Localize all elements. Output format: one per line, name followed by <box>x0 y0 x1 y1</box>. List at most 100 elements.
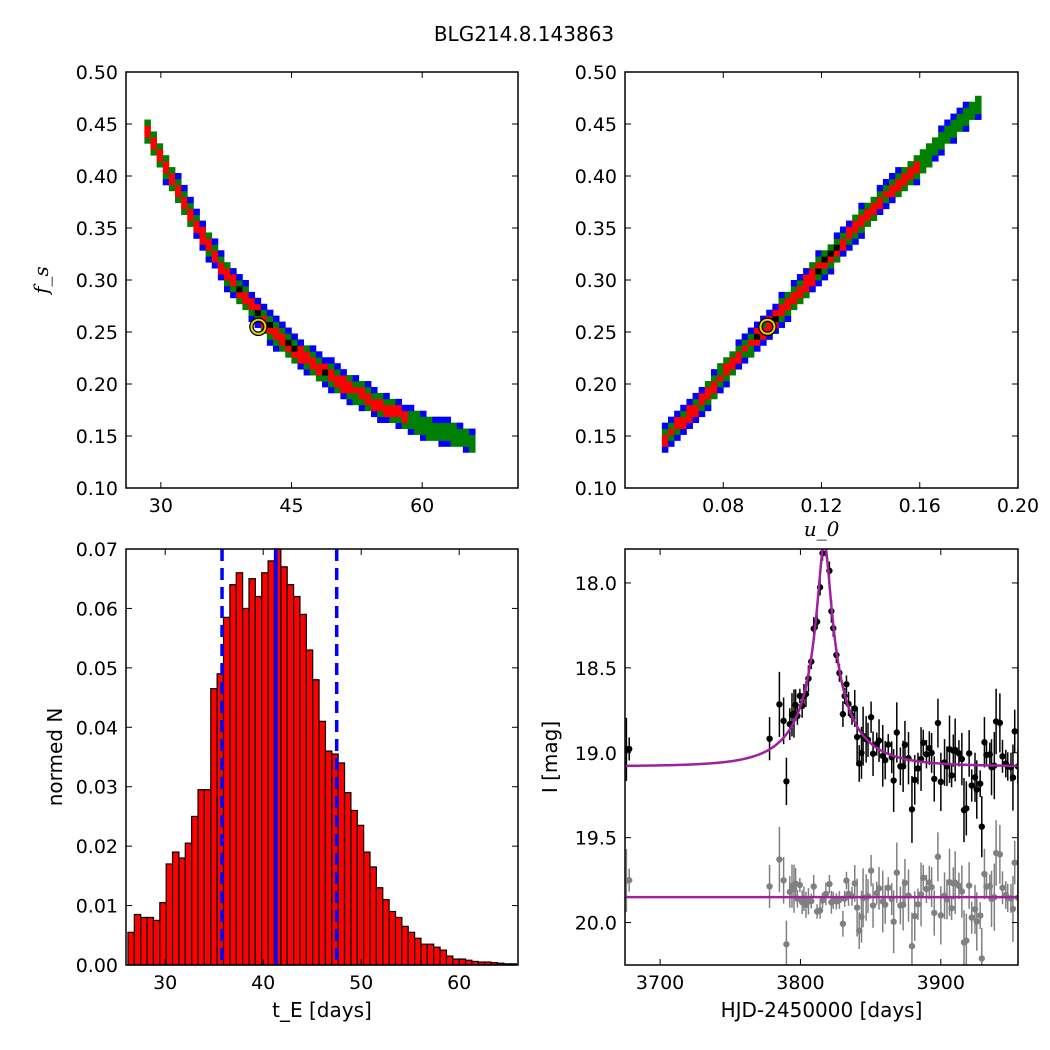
te-fs-heatmap-cell <box>352 398 360 406</box>
u0-fs-ytick-label: 0.30 <box>575 270 617 292</box>
hist-bar <box>210 688 218 966</box>
u0-fs-heatmap-cell <box>907 161 915 168</box>
hist-bar <box>375 887 384 966</box>
u0-fs-heatmap-cell <box>950 131 957 138</box>
u0-fs-heatmap-cell <box>925 143 933 150</box>
u0-fs-heatmap-cell <box>870 214 878 221</box>
te-fs-heatmap-cell <box>322 375 329 382</box>
u0-fs-ytick-label: 0.45 <box>575 114 617 136</box>
hist-bar <box>292 595 301 966</box>
te-fs-heatmap-cell <box>456 434 464 441</box>
u0-fs-best-fit-marker <box>759 318 776 335</box>
u0-fs-heatmap-cell <box>661 434 669 441</box>
lc-residual-point <box>780 877 787 884</box>
u0-fs-heatmap-cell <box>698 386 706 394</box>
te-fs-heatmap-cell <box>144 125 151 132</box>
te-fs-heatmap-cell <box>211 256 219 263</box>
te-fs-heatmap-cell <box>193 226 200 233</box>
lc-data-point <box>955 750 963 757</box>
te-fs-heatmap-cell <box>175 173 182 180</box>
te-fs-heatmap-cell <box>407 416 415 424</box>
u0-fs-heatmap-cell <box>661 446 669 453</box>
te-fs-heatmap-cell <box>383 398 390 406</box>
u0-fs-ytick-label: 0.25 <box>575 322 617 344</box>
te-fs-heatmap-cell <box>217 262 225 269</box>
u0-fs-heatmap-cell <box>723 357 730 364</box>
te-fs-heatmap-cell <box>242 297 249 305</box>
u0-fs-heatmap-cell <box>778 303 786 311</box>
te-fs-heatmap-cell <box>217 274 225 281</box>
lc-residual-point <box>808 897 815 905</box>
panel-light-curve: 3700 3800 3900 18.0 18.5 19.0 19.5 20.0 I [mag] H… <box>538 548 1019 1022</box>
lc-residual-point <box>819 897 826 904</box>
lc-residual-point <box>853 904 861 911</box>
te-fs-heatmap-cell <box>211 244 219 251</box>
hist-bar <box>184 842 193 966</box>
lc-residual-point <box>890 918 897 925</box>
te-fs-ytick-label: 0.40 <box>76 166 118 188</box>
te-fs-heatmap-cell <box>254 303 262 311</box>
u0-fs-ytick-label: 0.50 <box>575 62 617 84</box>
te-fs-ylabel: f_s <box>29 266 53 296</box>
lc-residual-point <box>955 882 963 890</box>
lc-residual-point <box>911 912 918 920</box>
te-fs-heatmap-cell <box>248 315 256 322</box>
te-fs-heatmap-cell <box>181 202 188 210</box>
u0-fs-heatmap-cell <box>858 232 865 239</box>
hist-bar <box>382 899 390 966</box>
u0-fs-heatmap-cell <box>796 291 804 299</box>
te-fs-heatmap-cell <box>469 434 476 441</box>
u0-fs-heatmap-cell <box>833 232 841 239</box>
lc-data-point <box>869 750 877 757</box>
hist-bar <box>159 901 167 966</box>
lc-data-point <box>999 753 1006 760</box>
lc-data-point <box>881 756 889 764</box>
u0-fs-heatmap-cell <box>815 262 822 269</box>
u0-fs-heatmap-cell <box>692 416 700 424</box>
lc-residual-point <box>965 882 973 889</box>
u0-fs-heatmap-cell <box>846 232 853 239</box>
u0-fs-heatmap-cell <box>784 315 792 322</box>
te-fs-heatmap-cell <box>352 386 360 394</box>
hist-bar <box>242 607 250 966</box>
hist-bar <box>267 560 276 966</box>
lc-residual-point <box>1011 859 1018 866</box>
hist-bars <box>127 548 518 966</box>
te-fs-heatmap-cell <box>426 434 433 441</box>
lc-data-point <box>976 780 984 787</box>
te-fs-ytick-label: 0.25 <box>76 322 118 344</box>
te-fs-heatmap-cell <box>322 357 329 364</box>
te-fs-heatmap-cell <box>230 274 237 281</box>
u0-fs-heatmap-cell <box>932 149 939 156</box>
lc-data-point <box>908 806 916 813</box>
te-fs-ytick-label: 0.45 <box>76 114 118 136</box>
hist-ylabel: normed N <box>43 708 67 807</box>
lc-data-point <box>948 772 955 779</box>
hist-ytick-label: 0.06 <box>76 598 118 620</box>
te-fs-heatmap-cell <box>383 410 390 418</box>
u0-fs-xtick-label: 0.20 <box>997 495 1039 517</box>
hist-bar <box>407 931 416 966</box>
u0-fs-heatmap-cell <box>821 250 829 257</box>
hist-bar <box>146 916 155 966</box>
te-fs-heatmap-cell <box>420 428 427 435</box>
u0-fs-heatmap-cell <box>667 422 675 429</box>
te-fs-heatmap-cell <box>315 375 323 382</box>
te-fs-heatmap-cell <box>291 345 298 352</box>
te-fs-heatmap-cell <box>420 416 427 424</box>
u0-fs-heatmap-cell <box>735 345 743 352</box>
te-fs-heatmap-cell <box>279 345 286 352</box>
u0-fs-heatmap-cell <box>704 398 712 406</box>
te-fs-heatmap-cell <box>309 369 317 376</box>
u0-fs-heatmap-cell <box>747 345 755 352</box>
hist-bar <box>343 792 352 966</box>
u0-fs-heatmap-cell <box>852 214 859 221</box>
u0-fs-ytick-label: 0.10 <box>575 478 617 500</box>
te-fs-heatmap-cell <box>407 410 415 418</box>
te-fs-heatmap-cell <box>438 440 445 447</box>
te-fs-heatmap-cell <box>248 291 256 299</box>
u0-fs-heatmap-cell <box>975 113 982 120</box>
lc-residual-point <box>1009 905 1017 913</box>
u0-fs-heatmap-cell <box>778 309 786 317</box>
te-fs-heatmap-cell <box>395 404 403 412</box>
